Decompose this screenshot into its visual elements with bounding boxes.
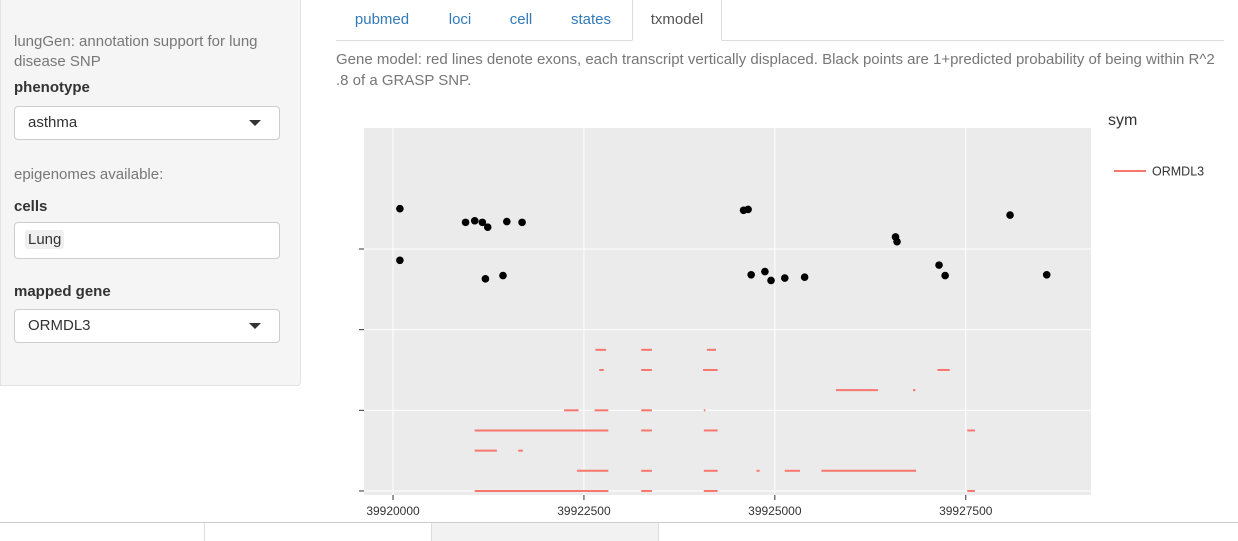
data-point [478,218,487,227]
data-point [767,276,775,285]
tab-txmodel[interactable]: txmodel [632,0,722,41]
data-point [518,218,526,227]
data-point [941,271,949,280]
chevron-down-icon [249,323,261,329]
app-title: lungGen: annotation support for lung dis… [14,33,258,70]
legend-title: sym [1108,112,1137,129]
data-point [747,271,755,279]
bottom-segment [432,523,659,541]
sidebar-panel: lungGen: annotation support for lung dis… [0,0,301,386]
cells-label: cells [14,198,48,215]
data-point [481,275,490,283]
bottom-segment [205,523,432,541]
tab-cell[interactable]: cell [509,11,533,28]
data-point [503,217,511,226]
tab-states[interactable]: states [570,11,612,28]
x-tick-label: 39922500 [557,504,611,518]
chevron-down-icon [249,120,261,126]
data-point [470,216,479,225]
tab-bar: pubmed loci cell states txmodel [336,0,1224,41]
x-tick-label: 39925000 [748,504,802,518]
plot-panel [364,128,1091,495]
data-point [761,267,769,276]
bottom-segment [0,523,205,541]
txmodel-plot: 39920000 39922500 39925000 39927500 sym ORMD… [359,112,1204,518]
plot-description: Gene model: red lines denote exons, each… [336,51,1215,89]
mapped-gene-label: mapped gene [14,283,111,300]
data-point [935,261,943,269]
mapped-gene-value: ORMDL3 [28,317,91,334]
mapped-gene-select[interactable]: ORMDL3 [14,309,280,343]
cells-input[interactable]: Lung [14,222,280,259]
data-point [744,205,752,214]
data-point [461,218,470,227]
data-point [1042,271,1051,279]
epigenomes-label: epigenomes available: [14,166,164,183]
phenotype-select[interactable]: asthma [14,106,280,140]
cells-tag[interactable]: Lung [25,230,65,249]
x-tick-label: 39927500 [939,504,993,518]
data-point [483,223,492,232]
data-point [499,271,507,280]
data-point [396,256,404,265]
data-point [1006,211,1014,219]
tab-pubmed[interactable]: pubmed [354,11,410,28]
tab-loci[interactable]: loci [448,11,472,28]
phenotype-value: asthma [28,114,78,131]
x-tick-label: 39920000 [366,504,420,518]
data-point [780,274,789,282]
legend-label: ORMDL3 [1152,165,1204,179]
phenotype-label: phenotype [14,79,90,96]
data-point [800,273,809,282]
data-point [396,204,404,213]
bottom-strip [0,522,1238,541]
data-point [893,237,901,246]
